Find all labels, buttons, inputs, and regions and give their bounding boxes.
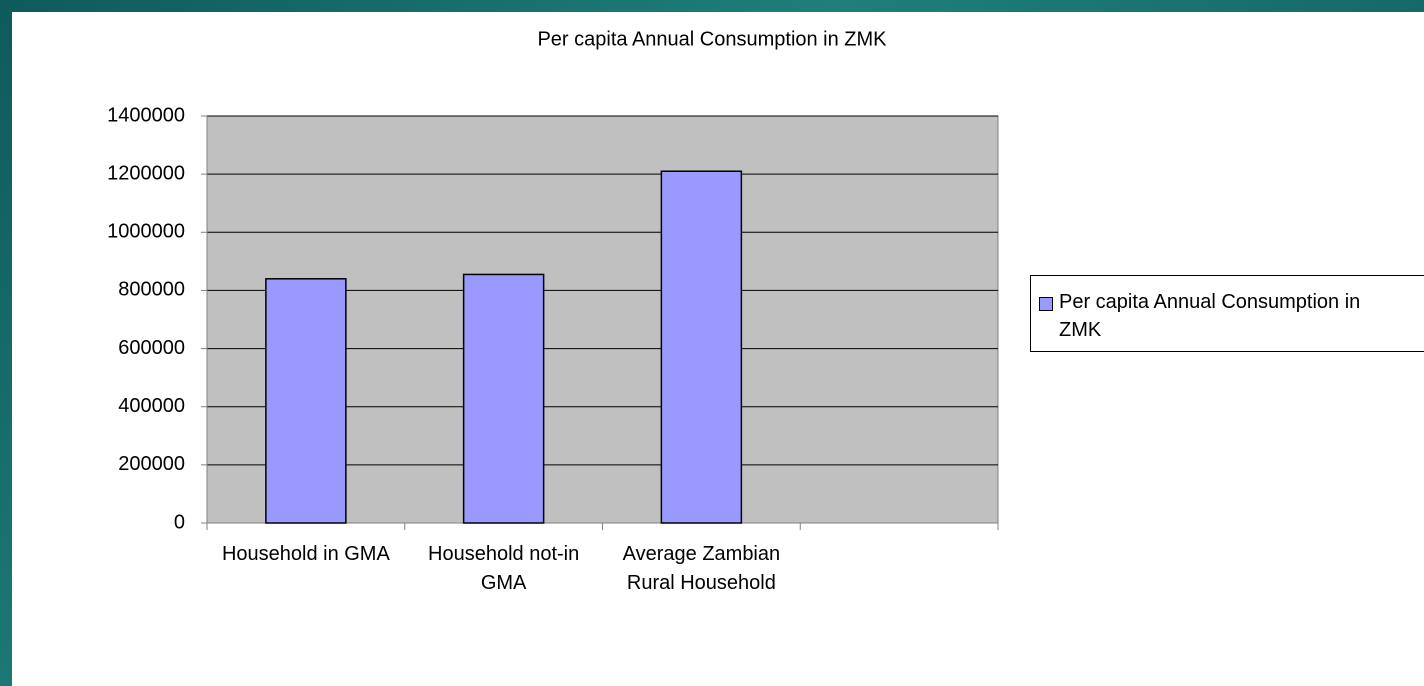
y-tick-label: 1400000: [107, 104, 185, 126]
y-tick-label: 1000000: [107, 221, 185, 243]
x-tick-label: Household not-in GMA: [428, 543, 580, 594]
y-tick-label: 0: [174, 511, 185, 533]
x-tick-label: Household in GMA: [221, 543, 390, 565]
y-tick-label: 400000: [118, 395, 185, 417]
chart-title: Per capita Annual Consumption in ZMK: [537, 28, 887, 50]
bar: [660, 170, 743, 524]
legend-label: Per capita Annual Consumption in ZMK: [1059, 291, 1361, 341]
y-tick-label: 1200000: [107, 162, 185, 184]
y-tick-label: 600000: [118, 337, 185, 359]
y-tick-label: 200000: [118, 453, 185, 475]
y-tick-label: 800000: [118, 279, 185, 301]
bar: [462, 273, 545, 524]
legend-swatch: [1039, 297, 1053, 311]
bar: [265, 278, 347, 524]
legend: Per capita Annual Consumption in ZMK: [1030, 275, 1424, 352]
x-tick-label: Average Zambian Rural Household: [622, 543, 781, 594]
